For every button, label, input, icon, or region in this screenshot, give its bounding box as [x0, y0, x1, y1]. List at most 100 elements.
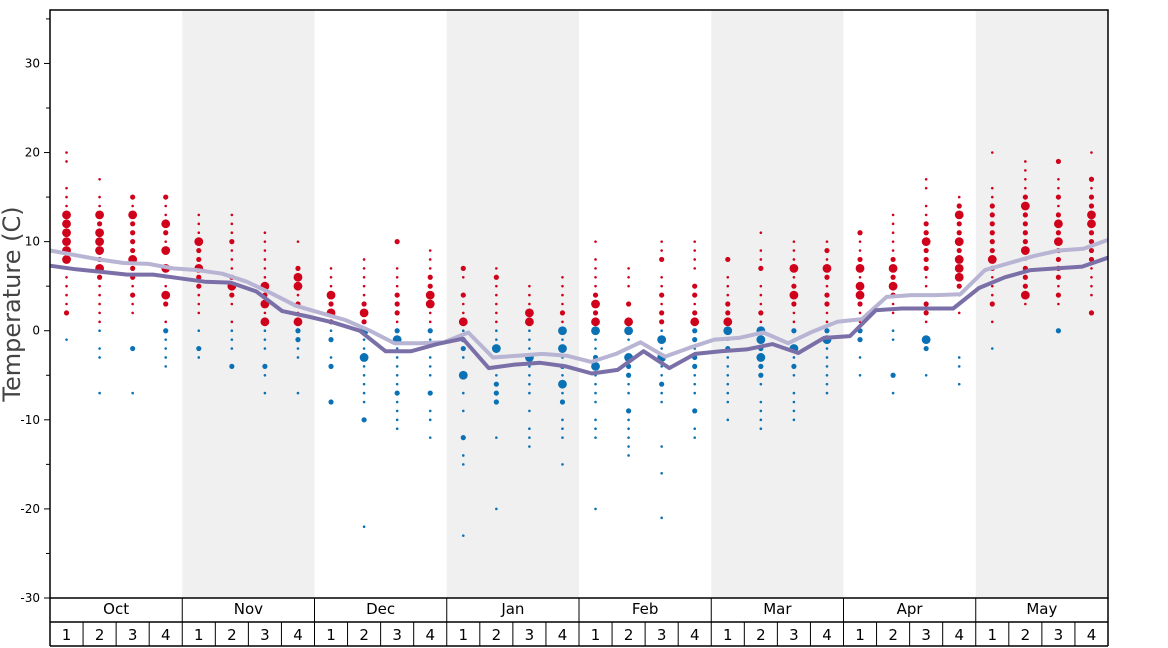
temp-dot — [825, 311, 829, 315]
temp-dot — [594, 391, 597, 395]
temp-dot — [956, 221, 962, 227]
trend-line-2 — [49, 255, 1109, 376]
temp-dot — [164, 213, 168, 217]
temp-dot — [660, 249, 663, 252]
temp-dot — [792, 373, 796, 377]
temp-dot — [495, 293, 498, 297]
temp-dot — [495, 373, 498, 377]
temp-dot — [855, 263, 865, 273]
temp-dot — [263, 347, 267, 350]
temp-dot — [954, 255, 964, 264]
temp-dot — [329, 356, 333, 359]
temp-dot — [1090, 151, 1093, 154]
temp-dot — [989, 221, 995, 227]
temp-dot — [394, 390, 400, 396]
temp-dot — [164, 356, 168, 359]
temp-dot — [825, 258, 829, 261]
temp-dot — [858, 356, 862, 359]
temp-dot — [460, 265, 466, 271]
temp-dot — [525, 317, 534, 327]
month-label-jan: Jan — [500, 600, 524, 618]
temp-dot — [1022, 239, 1028, 245]
temp-dot — [230, 338, 234, 341]
week-label: 1 — [988, 626, 998, 644]
temp-dot — [461, 391, 465, 395]
temp-dot — [825, 391, 829, 395]
temp-dot — [1087, 219, 1096, 229]
temp-dot — [461, 534, 465, 537]
temp-dot — [395, 400, 399, 404]
temp-dot — [561, 373, 564, 377]
temp-dot — [956, 283, 962, 289]
month-label-mar: Mar — [763, 600, 792, 618]
temp-dot — [362, 275, 366, 279]
temp-dot — [196, 247, 202, 254]
temp-dot — [923, 301, 929, 307]
temp-dot — [759, 231, 763, 235]
temp-dot — [428, 311, 432, 315]
temp-dot — [263, 338, 267, 341]
temp-dot — [625, 408, 632, 414]
temp-dot — [428, 356, 432, 359]
temp-dot — [594, 240, 597, 243]
temp-dot — [428, 267, 432, 270]
y-axis-label: Temperature (C) — [0, 206, 26, 402]
temp-dot — [263, 240, 267, 243]
temp-dot — [923, 247, 929, 254]
temp-dot — [1024, 160, 1027, 163]
temp-dot — [362, 365, 366, 368]
temp-dot — [362, 267, 366, 270]
temp-dot — [789, 263, 799, 273]
temp-dot — [989, 239, 995, 245]
temp-dot — [594, 400, 597, 404]
temp-dot — [561, 418, 564, 422]
temp-dot — [196, 345, 202, 352]
temp-dot — [1020, 201, 1030, 211]
temp-dot — [458, 370, 468, 380]
temp-dot — [230, 347, 234, 350]
temp-dot — [561, 436, 564, 439]
temp-dot — [98, 320, 101, 324]
temp-dot — [891, 302, 895, 306]
week-label: 3 — [657, 626, 667, 644]
temp-dot — [957, 382, 961, 386]
temp-dot — [230, 231, 234, 235]
temp-dot — [693, 391, 697, 395]
temp-dot — [723, 317, 733, 327]
temp-dot — [924, 204, 928, 208]
y-tick-label: 0 — [32, 324, 40, 338]
temp-dot — [990, 293, 994, 297]
temp-dot — [1055, 292, 1062, 298]
temp-dot — [528, 436, 531, 439]
temp-dot — [1087, 210, 1096, 220]
temp-dot — [65, 186, 68, 190]
temp-dot — [197, 293, 201, 297]
plot-frame — [49, 9, 1109, 599]
temp-dot — [756, 335, 766, 345]
month-shading-bands — [182, 10, 1108, 598]
temp-dot — [130, 230, 136, 236]
temp-dot — [528, 427, 531, 431]
temp-dot — [921, 335, 931, 345]
temp-dot — [693, 373, 697, 377]
temp-dot — [825, 365, 829, 368]
temp-dot — [990, 275, 994, 279]
temp-dot — [792, 320, 796, 324]
temp-dot — [395, 365, 399, 368]
temp-dot — [990, 320, 994, 324]
temp-dot — [726, 382, 730, 386]
week-label: 3 — [789, 626, 799, 644]
temp-dot — [1024, 177, 1027, 181]
temp-dot — [692, 363, 698, 369]
temp-dot — [1022, 274, 1028, 280]
temp-dot — [956, 230, 962, 236]
temp-dot — [824, 274, 830, 280]
temp-dot — [594, 284, 597, 288]
temp-dot — [759, 382, 763, 386]
temp-dot — [98, 311, 101, 315]
temp-dot — [495, 311, 498, 315]
temp-dot — [989, 247, 995, 254]
temp-dot — [328, 301, 334, 307]
week-label: 2 — [95, 626, 105, 644]
week-label: 4 — [161, 626, 171, 644]
